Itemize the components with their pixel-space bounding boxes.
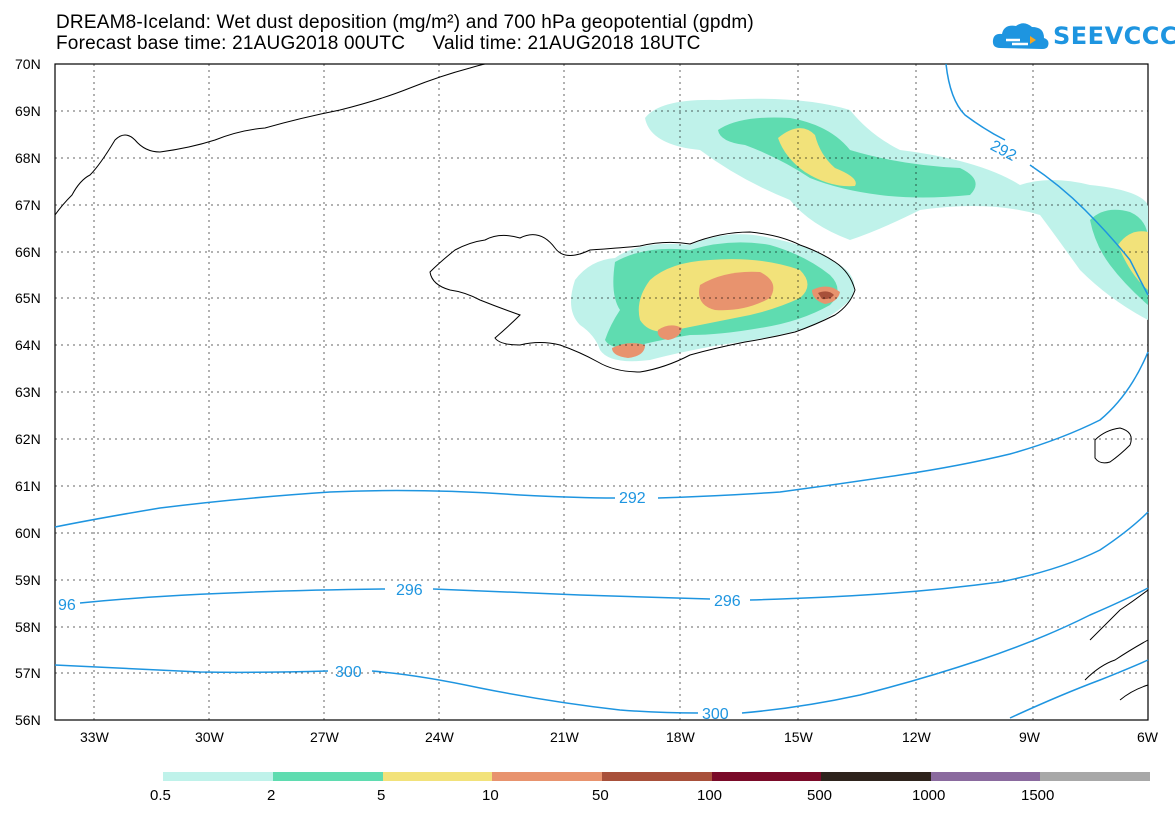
lon-label: 24W: [425, 729, 455, 745]
title-line-1: DREAM8-Iceland: Wet dust deposition (mg/…: [56, 12, 754, 33]
legend-swatch: [492, 772, 602, 781]
legend-label: 0.5: [150, 787, 171, 804]
lat-label: 64N: [15, 337, 41, 353]
contour-292-north: [945, 63, 1149, 296]
lon-label: 27W: [310, 729, 340, 745]
lat-label: 57N: [15, 665, 41, 681]
legend-label: 1500: [1021, 787, 1054, 804]
dust-area-iceland-brown: [818, 291, 834, 300]
lat-label: 68N: [15, 150, 41, 166]
legend-swatch: [1040, 772, 1150, 781]
contour-label-292-main: 292: [619, 490, 646, 507]
legend-label: 50: [592, 787, 609, 804]
logo-text: SEEVCCC: [1053, 22, 1175, 50]
legend-swatch: [383, 772, 492, 781]
legend-label: 100: [697, 787, 722, 804]
lat-label: 61N: [15, 478, 41, 494]
contour-292-main: [54, 351, 1149, 528]
latitude-labels: 70N 69N 68N 67N 66N 65N 64N 63N 62N 61N …: [15, 56, 41, 728]
longitude-labels: 33W 30W 27W 24W 21W 18W 15W 12W 9W 6W: [80, 729, 1159, 745]
lat-label: 58N: [15, 619, 41, 635]
contour-label-296-west: 296: [396, 582, 423, 599]
lat-label: 66N: [15, 244, 41, 260]
cloud-icon: [992, 23, 1049, 49]
legend-label: 1000: [912, 787, 945, 804]
legend-label: 500: [807, 787, 832, 804]
legend-label: 2: [267, 787, 275, 804]
dust-area-iceland-orange: [699, 271, 774, 311]
legend-label: 5: [377, 787, 385, 804]
contour-label-296-east: 296: [714, 593, 741, 610]
contour-label-300-east: 300: [702, 706, 729, 723]
contour-label-96-edge: 96: [58, 597, 76, 614]
lon-label: 6W: [1137, 729, 1159, 745]
legend-swatch: [273, 772, 383, 781]
lat-label: 56N: [15, 712, 41, 728]
iceland-coast: [429, 231, 856, 373]
dust-area-east-yellow: [1118, 231, 1148, 290]
lon-label: 15W: [784, 729, 814, 745]
coastlines: [54, 63, 1149, 701]
lon-label: 21W: [550, 729, 580, 745]
lon-label: 30W: [195, 729, 225, 745]
lon-label: 12W: [902, 729, 932, 745]
geopotential-contours: [54, 63, 1149, 719]
dust-shading: [571, 98, 1148, 362]
lat-label: 60N: [15, 525, 41, 541]
color-legend: 0.5 2 5 10 50 100 500 1000 1500: [150, 772, 1150, 804]
lat-label: 69N: [15, 103, 41, 119]
greenland-coast: [54, 63, 486, 216]
gridlines: [55, 64, 1148, 720]
dust-area-iceland-orange-3: [612, 343, 645, 358]
lat-label: 63N: [15, 384, 41, 400]
contour-300: [54, 587, 1149, 714]
lat-label: 65N: [15, 290, 41, 306]
dust-area-north-yellow: [778, 128, 856, 187]
scotland-coast: [1084, 589, 1149, 701]
contour-296: [79, 511, 1149, 604]
title-line-2: Forecast base time: 21AUG2018 00UTC Vali…: [56, 33, 701, 54]
contour-300-lower: [1009, 659, 1149, 719]
legend-swatch: [163, 772, 273, 781]
lat-label: 70N: [15, 56, 41, 72]
lon-label: 18W: [666, 729, 696, 745]
contour-label-300-west: 300: [335, 664, 362, 681]
legend-label: 10: [482, 787, 499, 804]
lon-label: 9W: [1019, 729, 1041, 745]
legend-swatch: [712, 772, 821, 781]
lat-label: 59N: [15, 572, 41, 588]
legend-swatch: [931, 772, 1040, 781]
faroe-coast: [1094, 427, 1132, 464]
dust-area-iceland-orange-4: [657, 325, 682, 340]
lat-label: 62N: [15, 431, 41, 447]
lat-label: 67N: [15, 197, 41, 213]
legend-swatch: [821, 772, 931, 781]
lon-label: 33W: [80, 729, 110, 745]
legend-swatch: [602, 772, 712, 781]
